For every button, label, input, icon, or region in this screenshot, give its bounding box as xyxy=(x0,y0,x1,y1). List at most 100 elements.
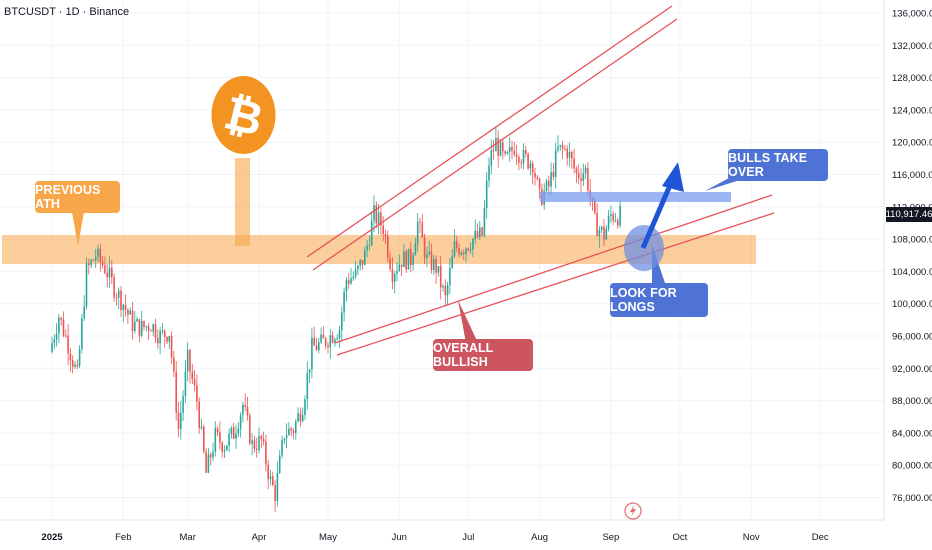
candle-body xyxy=(67,335,69,354)
candle-body xyxy=(265,441,267,465)
candle-body xyxy=(587,167,589,191)
candle-body xyxy=(577,173,580,178)
candle-body xyxy=(522,149,525,164)
candle-body xyxy=(140,320,143,336)
candle-body xyxy=(92,260,95,262)
price-tick-label: 108,000.00 xyxy=(892,235,932,246)
candle-body xyxy=(205,451,207,473)
candle-body xyxy=(143,320,145,328)
candle-body xyxy=(124,304,127,310)
candle-body xyxy=(414,243,417,256)
candle-body xyxy=(568,151,571,158)
candle-body xyxy=(74,364,76,367)
candle-body xyxy=(111,267,113,278)
candle-body xyxy=(203,426,205,452)
candle-body xyxy=(276,472,279,501)
candle-body xyxy=(481,227,483,236)
candle-body xyxy=(113,277,115,298)
candle-body xyxy=(214,428,217,452)
candle-body xyxy=(207,454,210,473)
candle-body xyxy=(594,200,596,213)
candle-body xyxy=(377,212,380,224)
candle-body xyxy=(462,252,465,255)
price-axis: 76,000.00 80,000.00 84,000.00 88,000.00 92,0… xyxy=(892,9,932,505)
candle-body xyxy=(419,221,421,223)
candle-body xyxy=(357,265,359,270)
candle-body xyxy=(249,415,251,444)
price-tick-label: 116,000.00 xyxy=(892,170,932,181)
candle-body xyxy=(380,212,382,226)
candle-body xyxy=(55,333,58,340)
candle-body xyxy=(497,137,499,156)
candle-body xyxy=(451,256,453,269)
candle-body xyxy=(267,464,269,480)
price-tick-label: 96,000.00 xyxy=(892,332,932,343)
candle-body xyxy=(306,372,309,400)
candle-body xyxy=(65,335,67,337)
candle-body xyxy=(600,226,603,230)
candle-body xyxy=(444,286,447,296)
candle-body xyxy=(499,142,502,156)
overall-bullish-label: OVERALL BULLISH xyxy=(433,339,533,371)
candle-body xyxy=(548,180,550,187)
candle-body xyxy=(343,292,345,313)
candle-body xyxy=(329,335,332,348)
upper-channel-line-2 xyxy=(312,18,678,271)
candle-body xyxy=(439,265,442,288)
candle-body xyxy=(472,238,474,250)
candle-body xyxy=(336,338,338,340)
lower-channel-line-1 xyxy=(334,194,773,344)
candle-body xyxy=(557,146,559,151)
candle-body xyxy=(108,267,111,278)
candle-body xyxy=(152,324,154,332)
candle-body xyxy=(527,153,529,169)
price-tick-label: 128,000.00 xyxy=(892,73,932,84)
candle-body xyxy=(534,172,536,178)
candle-body xyxy=(490,150,493,166)
candle-body xyxy=(398,264,401,271)
candle-body xyxy=(375,205,378,224)
candle-body xyxy=(251,440,253,444)
candle-body xyxy=(423,237,426,258)
candle-body xyxy=(134,321,136,332)
time-tick-label: Dec xyxy=(812,532,829,543)
candle-body xyxy=(136,318,138,322)
price-tick-label: 124,000.00 xyxy=(892,105,932,116)
candle-body xyxy=(186,349,189,372)
candle-body xyxy=(598,229,601,237)
candle-body xyxy=(538,178,541,189)
candle-body xyxy=(290,428,292,431)
time-tick-label: Sep xyxy=(602,532,619,543)
candle-body xyxy=(345,280,348,293)
candle-body xyxy=(228,433,230,446)
time-tick-label: Feb xyxy=(115,532,131,543)
candle-body xyxy=(382,225,384,234)
price-tick-label: 104,000.00 xyxy=(892,267,932,278)
candle-body xyxy=(485,180,488,208)
candle-body xyxy=(191,371,194,380)
btc-pointer-bar xyxy=(235,158,250,246)
candle-body xyxy=(237,428,240,434)
candle-body xyxy=(554,150,557,177)
candle-body xyxy=(189,349,191,372)
candle-body xyxy=(184,371,187,397)
candle-body xyxy=(391,268,394,282)
candle-body xyxy=(285,435,288,439)
candle-body xyxy=(566,148,568,158)
candle-body xyxy=(81,318,83,350)
candle-body xyxy=(492,150,495,152)
candle-body xyxy=(76,364,79,367)
candle-body xyxy=(352,276,355,279)
time-tick-label: Mar xyxy=(180,532,196,543)
candle-body xyxy=(324,338,327,346)
time-tick-label: Apr xyxy=(252,532,267,543)
candle-body xyxy=(62,319,65,336)
candle-body xyxy=(170,336,173,358)
candle-body xyxy=(561,144,564,149)
candle-body xyxy=(504,151,506,154)
candle-body xyxy=(607,216,610,229)
candle-body xyxy=(518,156,520,163)
candlestick-series xyxy=(51,126,621,513)
candle-body xyxy=(269,476,272,480)
